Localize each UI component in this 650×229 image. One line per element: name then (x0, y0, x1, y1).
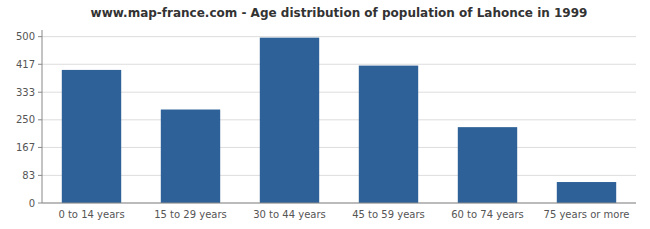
title: www.map-france.com - Age distribution of… (91, 6, 588, 20)
bar (557, 182, 616, 203)
tick-label: 500 (16, 31, 35, 42)
grid-line (42, 36, 636, 37)
tick-label: 30 to 44 years (253, 209, 326, 220)
bar (62, 70, 121, 203)
bar (260, 38, 319, 203)
tick-mark (38, 92, 42, 93)
tick-label: 167 (16, 142, 35, 153)
x-axis-line (42, 203, 636, 204)
grid-line (42, 64, 636, 65)
tick-mark (38, 203, 42, 204)
bar (161, 110, 220, 203)
grid (42, 37, 636, 203)
tick-label: 0 (29, 198, 35, 209)
tick-mark (38, 64, 42, 65)
bar (359, 66, 418, 203)
tick-label: 417 (16, 59, 35, 70)
tick-label: 15 to 29 years (154, 209, 227, 220)
tick-mark (38, 147, 42, 148)
y-axis: 0 83 167 250 333 417 500 (16, 31, 42, 208)
tick-mark (38, 36, 42, 37)
tick-label: 333 (16, 87, 35, 98)
grid-line (42, 175, 636, 176)
chart: www.map-france.com - Age distribution of… (0, 0, 650, 229)
tick-label: 83 (22, 170, 35, 181)
bar (458, 127, 517, 203)
grid-line (42, 203, 636, 204)
chart-container: www.map-france.com - Age distribution of… (0, 0, 650, 229)
bars (62, 38, 616, 203)
x-axis: 0 to 14 years 15 to 29 years 30 to 44 year… (58, 209, 629, 220)
tick-mark (38, 175, 42, 176)
y-axis-line (42, 30, 43, 203)
grid-line (42, 119, 636, 120)
grid-line (42, 147, 636, 148)
tick-mark (38, 119, 42, 120)
tick-label: 75 years or more (544, 209, 630, 220)
tick-label: 45 to 59 years (352, 209, 425, 220)
tick-label: 0 to 14 years (58, 209, 124, 220)
grid-line (42, 92, 636, 93)
tick-label: 250 (16, 114, 35, 125)
tick-label: 60 to 74 years (451, 209, 524, 220)
